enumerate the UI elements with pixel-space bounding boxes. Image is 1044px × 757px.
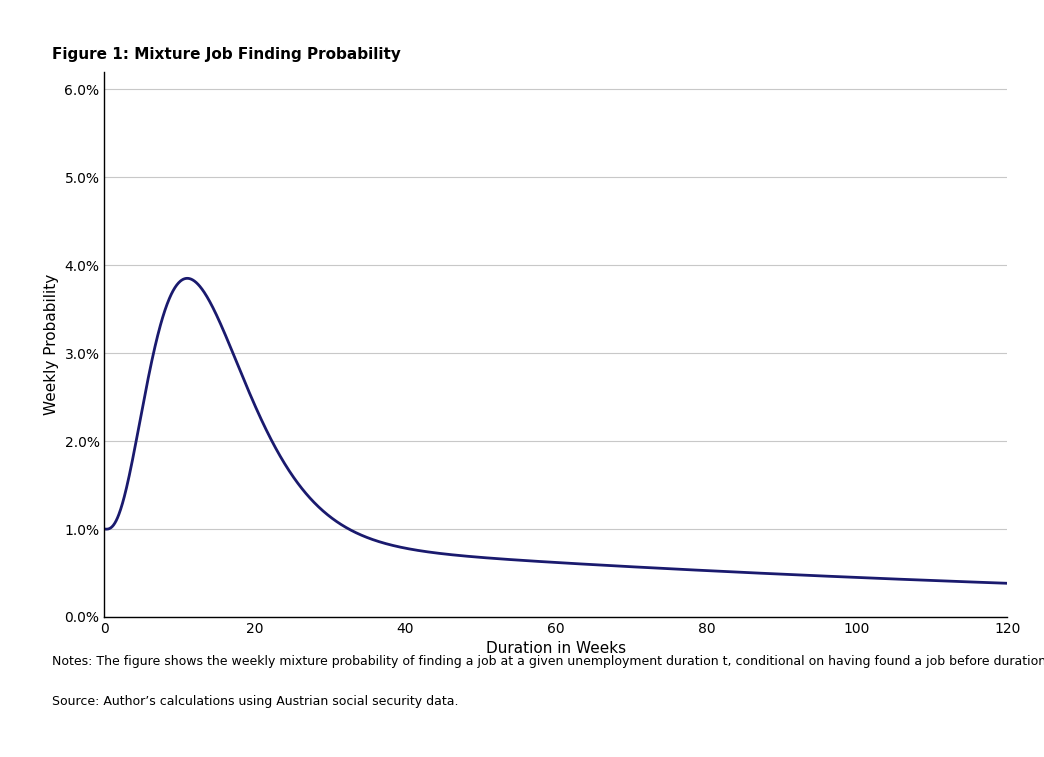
Y-axis label: Weekly Probability: Weekly Probability [44,274,58,415]
Text: Figure 1: Mixture Job Finding Probability: Figure 1: Mixture Job Finding Probabilit… [52,47,401,62]
Text: Source: Author’s calculations using Austrian social security data.: Source: Author’s calculations using Aust… [52,695,458,708]
X-axis label: Duration in Weeks: Duration in Weeks [485,641,626,656]
Text: Notes: The figure shows the weekly mixture probability of finding a job at a giv: Notes: The figure shows the weekly mixtu… [52,655,1044,668]
